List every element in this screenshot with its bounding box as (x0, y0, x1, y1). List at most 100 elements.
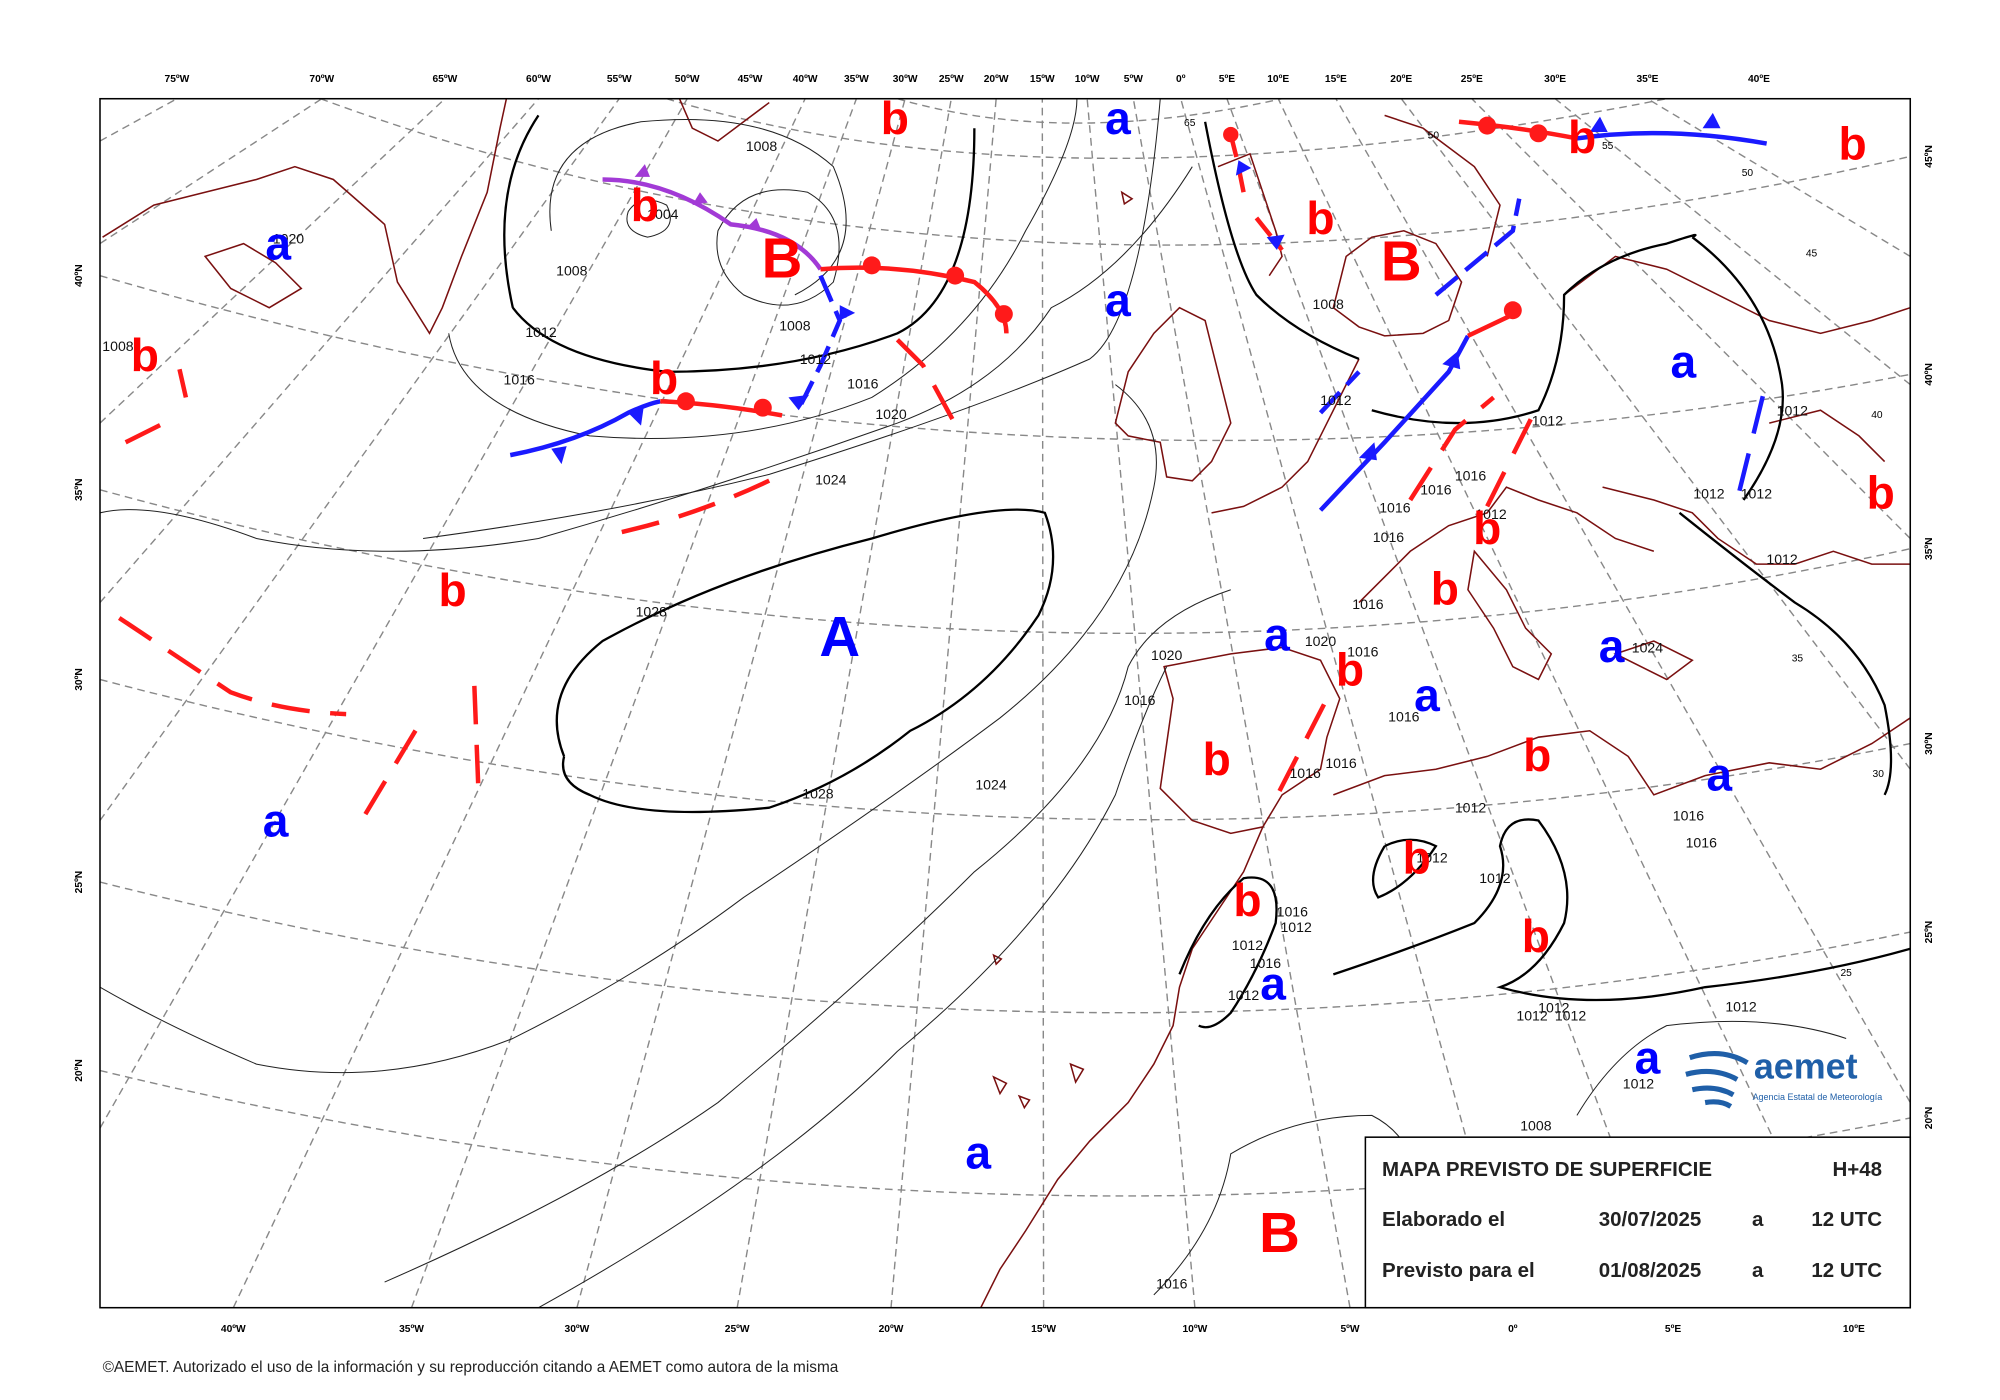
info-cell: Elaborado el (1382, 1208, 1505, 1231)
bottom-lon-label: 25ºW (725, 1324, 750, 1335)
isobar-label: 1012 (1455, 800, 1487, 816)
info-cell: 30/07/2025 (1599, 1208, 1702, 1231)
top-lon-label: 15ºW (1030, 74, 1055, 85)
pressure-center: a (1105, 274, 1131, 326)
right-lat-label: 20ºN (1924, 1107, 1935, 1130)
info-title: MAPA PREVISTO DE SUPERFICIE (1382, 1158, 1712, 1181)
pressure-center: b (650, 352, 678, 404)
isobar-label: 1012 (1232, 937, 1264, 953)
isobar-label: 1016 (1388, 709, 1420, 725)
isobar-label: 1008 (1520, 1118, 1552, 1134)
top-lon-label: 45ºW (738, 74, 763, 85)
pressure-center: B (762, 227, 803, 290)
top-lon-label: 65ºW (432, 74, 457, 85)
pressure-center: b (1522, 910, 1550, 962)
isobar-label: 1008 (556, 263, 588, 279)
top-lon-label: 10ºE (1267, 74, 1289, 85)
isobar-label: 1020 (875, 406, 907, 422)
top-lon-label: 30ºW (893, 74, 918, 85)
pressure-center: a (965, 1127, 991, 1179)
pressure-center: b (1568, 111, 1596, 163)
info-lead-time: H+48 (1832, 1158, 1882, 1181)
bottom-lon-label: 10ºE (1843, 1324, 1865, 1335)
top-lon-label: 25ºW (939, 74, 964, 85)
pressure-center: b (631, 179, 659, 231)
pressure-center: B (1259, 1201, 1300, 1264)
top-lon-label: 0º (1176, 74, 1186, 85)
pressure-center: b (1838, 118, 1866, 170)
top-lon-label: 70ºW (309, 74, 334, 85)
isobar-label: 1004 (647, 206, 679, 222)
info-cell: 12 UTC (1811, 1208, 1882, 1231)
logo-name: aemet (1754, 1047, 1858, 1087)
top-lon-label: 75ºW (165, 74, 190, 85)
map-body (100, 98, 1911, 1308)
bottom-lon-label: 40ºW (221, 1324, 246, 1335)
pressure-center: b (881, 92, 909, 144)
top-lon-label: 40ºE (1748, 74, 1770, 85)
isobar-label: 1024 (1632, 639, 1664, 655)
troughs (117, 338, 1765, 816)
grid-label: 50 (1428, 131, 1440, 142)
pressure-center: a (265, 218, 291, 270)
top-lon-label: 20ºE (1390, 74, 1412, 85)
bottom-lon-label: 30ºW (565, 1324, 590, 1335)
isobar-label: 1016 (1347, 643, 1379, 659)
pressure-center: b (1523, 729, 1551, 781)
isobar-label: 1020 (273, 230, 305, 246)
grid-label: 55 (1602, 141, 1614, 152)
isobar-label: 1012 (1538, 1000, 1570, 1016)
isobar-label: 1012 (1516, 1007, 1548, 1023)
grid-label: 35 (1792, 654, 1804, 665)
isobar-label: 1012 (1320, 392, 1352, 408)
pressure-center: a (1414, 669, 1440, 721)
logo: aemet Agencia Estatal de Meteorología (1685, 1047, 1882, 1109)
pressure-center: a (1599, 620, 1625, 672)
isobar-label: 1012 (1479, 870, 1511, 886)
coastlines (102, 98, 1911, 1308)
pressure-center: a (1105, 92, 1131, 144)
isobar-label: 1024 (815, 471, 847, 487)
info-cell: 12 UTC (1811, 1259, 1882, 1282)
pressure-center: b (1306, 192, 1334, 244)
isobar-label: 1016 (1373, 529, 1405, 545)
isobar-label: 1012 (1766, 551, 1798, 567)
info-box: MAPA PREVISTO DE SUPERFICIE H+48 Elabora… (1364, 1136, 1912, 1309)
isobar-label: 1012 (1228, 987, 1260, 1003)
isobars (100, 98, 1911, 1308)
bottom-lon-label: 35ºW (399, 1324, 424, 1335)
isobar-label: 1016 (1420, 482, 1452, 498)
logo-icon (1685, 1051, 1749, 1109)
info-cell: a (1752, 1208, 1764, 1231)
isobar-label: 1016 (1352, 596, 1384, 612)
isobar-label: 1016 (1455, 468, 1487, 484)
isobar-label: 1016 (1277, 904, 1309, 920)
isobar-label: 1012 (1741, 486, 1773, 502)
bottom-lon-label: 5ºE (1665, 1324, 1681, 1335)
isobar-label: 1008 (102, 338, 134, 354)
top-lon-label: 40ºW (793, 74, 818, 85)
isobar-label: 1012 (1693, 486, 1725, 502)
isobar-label: 1008 (779, 318, 811, 334)
isobar-label: 1016 (847, 375, 879, 391)
pressure-center: b (131, 329, 159, 381)
isobar-label: 1016 (1673, 807, 1705, 823)
isobar-label: 1016 (1156, 1275, 1188, 1291)
pressure-center: b (1867, 466, 1895, 518)
right-lat-label: 30ºN (1924, 732, 1935, 755)
info-cell: a (1752, 1259, 1764, 1282)
left-lat-label: 25ºN (74, 871, 85, 894)
top-lon-label: 20ºW (984, 74, 1009, 85)
bottom-lon-label: 5ºW (1340, 1324, 1359, 1335)
grid-label: 30 (1873, 769, 1885, 780)
top-lon-label: 55ºW (607, 74, 632, 85)
top-lon-label: 5ºE (1219, 74, 1235, 85)
pressure-center: b (1336, 643, 1364, 695)
pressure-center: a (1635, 1032, 1661, 1084)
map-frame (99, 97, 1912, 1309)
bottom-lon-label: 10ºW (1182, 1324, 1207, 1335)
pressure-center: B (1381, 229, 1422, 292)
bottom-lon-label: 15ºW (1031, 1324, 1056, 1335)
top-lon-label: 10ºW (1075, 74, 1100, 85)
